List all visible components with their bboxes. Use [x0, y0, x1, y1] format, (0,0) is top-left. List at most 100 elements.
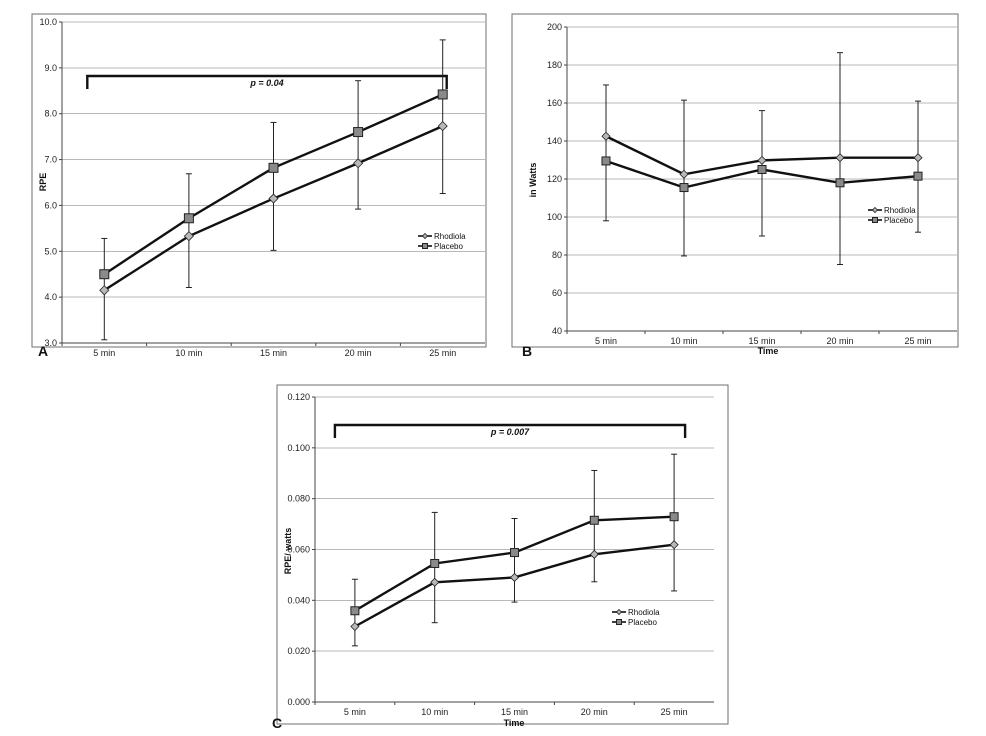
y-tick-label: 7.0: [44, 155, 57, 165]
legend-marker-placebo: [422, 243, 428, 249]
panel-letter: A: [38, 343, 48, 359]
y-tick-label: 8.0: [44, 109, 57, 119]
data-point-placebo: [430, 558, 440, 568]
x-tick-label: 20 min: [581, 707, 608, 717]
y-tick-label: 0.120: [287, 392, 310, 402]
legend-label-rhodiola: Rhodiola: [434, 232, 466, 241]
x-tick-label: 5 min: [93, 348, 115, 358]
legend-marker-placebo: [616, 619, 622, 625]
data-point-placebo: [510, 548, 519, 558]
y-tick-label: 160: [547, 98, 562, 108]
y-tick-label: 40: [552, 326, 562, 336]
data-point-placebo: [757, 165, 767, 174]
x-tick-label: 25 min: [429, 348, 456, 358]
p-value-label: p = 0.04: [249, 78, 283, 88]
data-point-placebo: [835, 178, 845, 188]
x-axis-label: Time: [504, 718, 525, 728]
data-point-rhodiola: [353, 158, 364, 169]
y-tick-label: 100: [547, 212, 562, 222]
y-tick-label: 80: [552, 250, 562, 260]
data-point-rhodiola: [268, 193, 279, 204]
data-point-rhodiola: [669, 540, 679, 550]
chart-frame: [31, 13, 487, 348]
x-tick-label: 20 min: [826, 336, 853, 346]
legend-marker-rhodiola: [871, 206, 879, 214]
x-tick-label: 10 min: [421, 707, 448, 717]
data-point-rhodiola: [757, 155, 767, 165]
data-point-placebo: [268, 162, 279, 173]
data-point-placebo: [437, 89, 448, 100]
x-tick-label: 10 min: [670, 336, 697, 346]
y-tick-label: 140: [547, 136, 562, 146]
data-point-placebo: [601, 156, 611, 166]
y-tick-label: 120: [547, 174, 562, 184]
y-tick-label: 200: [547, 22, 562, 32]
y-tick-label: 0.040: [287, 595, 310, 605]
y-tick-label: 0.100: [287, 443, 310, 453]
legend-label-placebo: Placebo: [434, 242, 463, 251]
data-point-rhodiola: [437, 121, 448, 132]
panel-letter: B: [522, 343, 532, 359]
legend-label-rhodiola: Rhodiola: [628, 608, 660, 617]
p-value-label: p = 0.007: [490, 427, 530, 437]
y-axis-label: RPE/ watts: [283, 528, 293, 575]
data-point-rhodiola: [430, 577, 440, 587]
legend-label-rhodiola: Rhodiola: [884, 206, 916, 215]
data-point-rhodiola: [99, 285, 110, 296]
x-tick-label: 15 min: [748, 336, 775, 346]
data-point-placebo: [589, 515, 599, 525]
data-point-rhodiola: [509, 572, 520, 583]
y-tick-label: 60: [552, 288, 562, 298]
y-tick-label: 0.060: [287, 545, 310, 555]
data-point-rhodiola: [183, 231, 194, 242]
data-point-placebo: [913, 171, 923, 181]
chart-frame: [276, 384, 729, 725]
data-point-placebo: [350, 606, 360, 616]
legend-marker-rhodiola: [421, 232, 429, 240]
data-point-rhodiola: [835, 153, 845, 163]
chart-frame: [511, 13, 959, 348]
x-axis-label: Time: [758, 346, 779, 356]
y-tick-label: 180: [547, 60, 562, 70]
chart-panel-c: 0.000 0.020 0.040 0.060 0.080 0.100 0.120 5 min…: [272, 384, 729, 731]
legend-label-placebo: Placebo: [884, 216, 913, 225]
x-tick-label: 5 min: [344, 707, 366, 717]
x-tick-label: 10 min: [175, 348, 202, 358]
y-axis-label: RPE: [38, 173, 48, 192]
data-point-placebo: [679, 183, 689, 193]
x-tick-label: 15 min: [260, 348, 287, 358]
data-point-placebo: [183, 213, 194, 224]
y-tick-label: 5.0: [44, 246, 57, 256]
data-point-rhodiola: [350, 621, 360, 632]
y-tick-label: 0.020: [287, 646, 310, 656]
chart-panel-b: 40 60 80 100 120 140 160 180 200 5 min 10 min 15 mi…: [511, 13, 959, 359]
data-point-placebo: [99, 269, 110, 280]
y-tick-label: 0.000: [287, 697, 310, 707]
data-point-rhodiola: [589, 549, 599, 559]
y-tick-label: 6.0: [44, 200, 57, 210]
data-point-rhodiola: [679, 169, 689, 179]
legend-label-placebo: Placebo: [628, 618, 657, 627]
y-axis-label: in Watts: [528, 163, 538, 198]
significance-bracket: [333, 423, 687, 438]
x-tick-label: 15 min: [501, 707, 528, 717]
y-tick-label: 0.080: [287, 494, 310, 504]
chart-panel-a: 3.0 4.0 5.0 6.0 7.0 8.0 9.0 10.0 5 min 10 min 15 m…: [31, 13, 487, 359]
x-tick-label: 25 min: [904, 336, 931, 346]
legend-marker-rhodiola: [615, 608, 623, 616]
y-tick-label: 9.0: [44, 63, 57, 73]
data-point-rhodiola: [601, 131, 611, 141]
y-tick-label: 10.0: [39, 17, 57, 27]
x-tick-label: 25 min: [661, 707, 688, 717]
x-tick-label: 5 min: [595, 336, 617, 346]
x-tick-label: 20 min: [345, 348, 372, 358]
data-point-rhodiola: [913, 153, 923, 163]
y-tick-label: 3.0: [44, 338, 57, 348]
data-point-placebo: [669, 512, 679, 522]
legend-marker-placebo: [872, 217, 878, 223]
significance-bracket: [86, 74, 448, 89]
data-point-placebo: [353, 127, 364, 138]
panel-letter: C: [272, 715, 282, 731]
y-tick-label: 4.0: [44, 292, 57, 302]
